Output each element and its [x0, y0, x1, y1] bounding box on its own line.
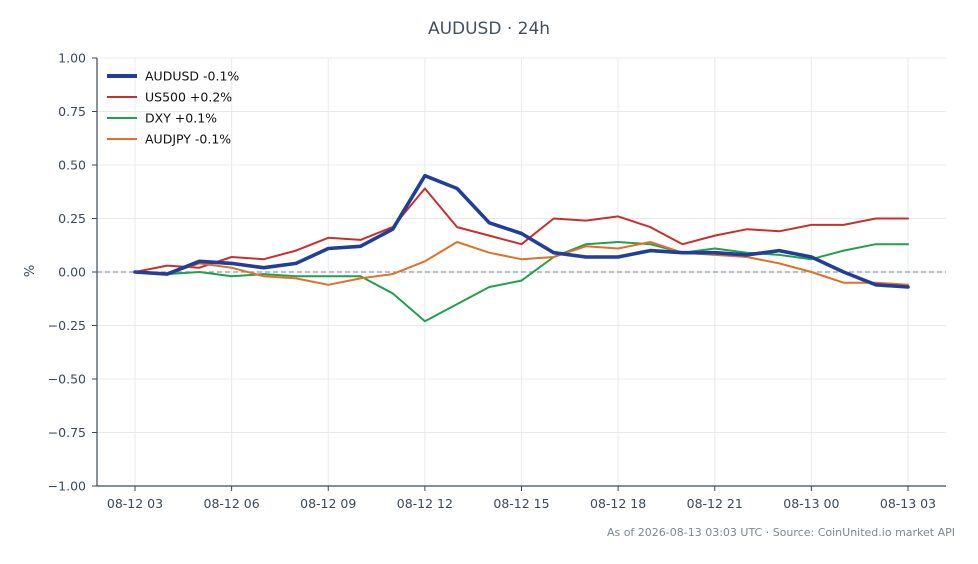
chart-title: AUDUSD · 24h — [427, 19, 551, 39]
x-tick-label: 08-12 03 — [107, 496, 163, 511]
x-tick-label: 08-12 12 — [397, 496, 453, 511]
y-tick-label: −0.75 — [48, 425, 86, 440]
legend-label-dxy: DXY +0.1% — [145, 111, 217, 126]
y-tick-label: 0.00 — [58, 265, 86, 280]
series-line-dxy — [134, 241, 909, 323]
x-tick-label: 08-13 03 — [880, 496, 936, 511]
y-tick-label: 0.75 — [58, 104, 86, 119]
series-line-audjpy — [134, 241, 909, 286]
axis-layer: 1.00 0.75 0.50 0.25 0.00 −0.25 −0.50 −0.75 −1.00… — [48, 51, 946, 511]
x-tick-label: 08-12 18 — [590, 496, 646, 511]
y-tick-label: 0.50 — [58, 158, 86, 173]
legend-label-audjpy: AUDJPY -0.1% — [145, 132, 231, 147]
y-tick-label: −0.25 — [48, 318, 86, 333]
legend-label-audusd: AUDUSD -0.1% — [145, 69, 239, 84]
grid-layer — [97, 57, 946, 487]
series-line-audusd — [133, 173, 910, 289]
source-footnote: As of 2026-08-13 03:03 UTC · Source: Coi… — [606, 526, 955, 539]
legend: AUDUSD -0.1% US500 +0.2% DXY +0.1% AUDJPY -… — [107, 69, 239, 147]
x-tick-label: 08-12 09 — [300, 496, 356, 511]
x-tick-label: 08-13 00 — [783, 496, 839, 511]
x-tick-label: 08-12 06 — [204, 496, 260, 511]
y-tick-label: −1.00 — [48, 479, 86, 494]
legend-label-us500: US500 +0.2% — [145, 90, 232, 105]
series-layer — [133, 173, 910, 323]
y-tick-label: 0.25 — [58, 211, 86, 226]
y-axis-title: % — [23, 265, 38, 277]
y-tick-label: −0.50 — [48, 372, 86, 387]
series-line-us500 — [134, 187, 909, 273]
x-tick-label: 08-12 21 — [687, 496, 743, 511]
y-tick-label: 1.00 — [58, 51, 86, 66]
x-tick-label: 08-12 15 — [493, 496, 549, 511]
